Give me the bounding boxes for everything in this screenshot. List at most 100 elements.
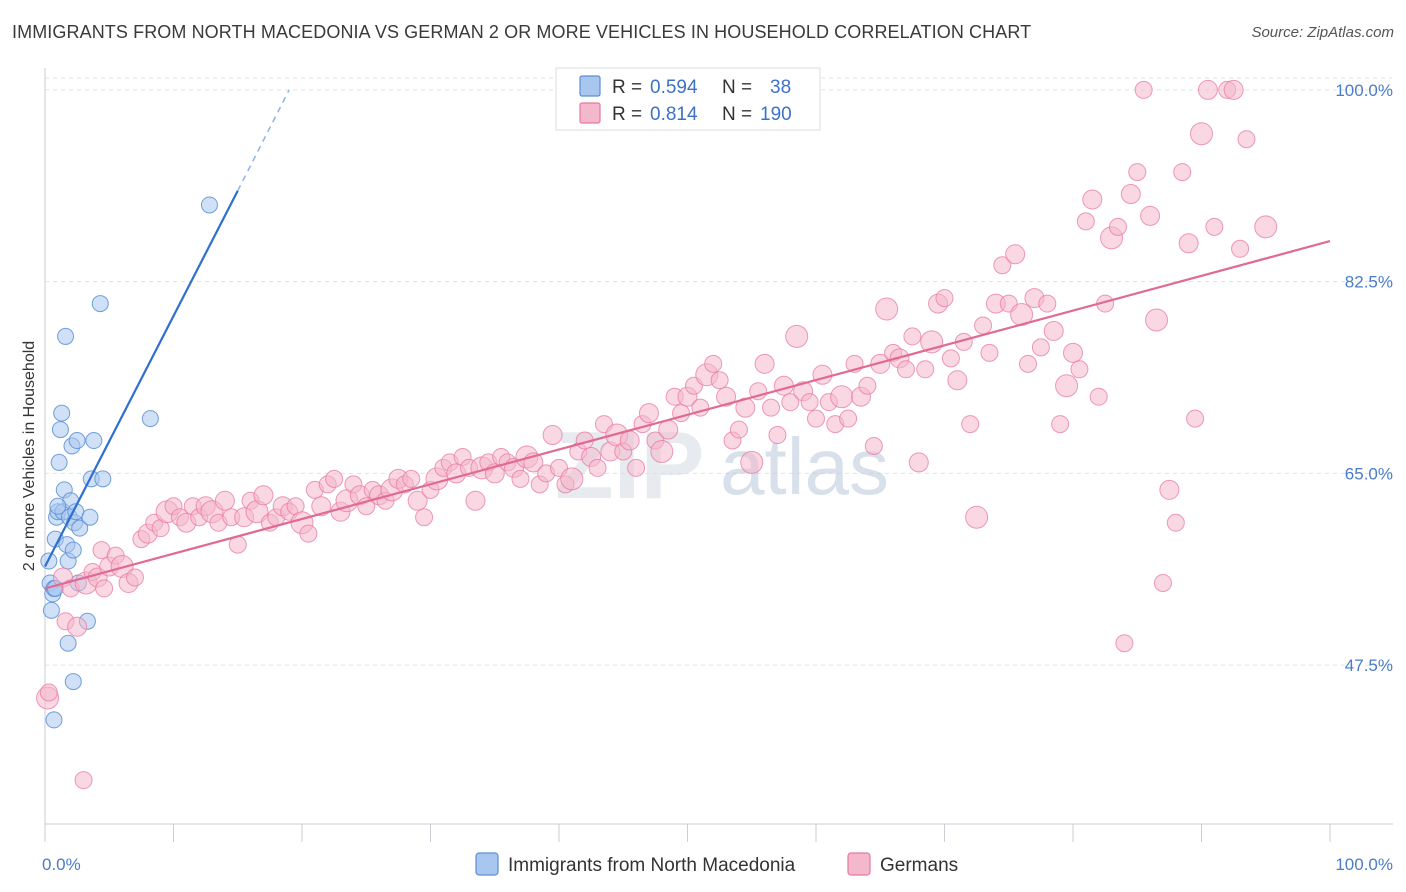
germans-point [916,360,935,379]
germans-point [214,490,235,511]
series-germans [36,79,1278,790]
x-tick-label: 0.0% [42,855,81,874]
north-macedonia-point [49,497,67,515]
germans-point [839,409,858,428]
germans-point [1231,239,1250,258]
bottom-legend-label-blue: Immigrants from North Macedonia [508,855,796,876]
north-macedonia-point [59,634,77,652]
germans-point [325,469,344,488]
germans-point [542,425,563,446]
trend-line-germans [44,240,1331,590]
germans-point [935,289,954,308]
germans-point [980,343,999,362]
legend-r-value-1: 0.594 [650,77,698,98]
y-tick-label: 100.0% [1335,81,1393,100]
germans-point [1128,163,1147,182]
legend-r-value-2: 0.814 [650,104,698,125]
y-tick-label: 47.5% [1345,656,1393,675]
germans-point [773,375,794,396]
germans-point [627,458,646,477]
stats-legend: R = 0.594 N = 38 R = 0.814 N = 190 [555,67,821,131]
x-tick-label: 100.0% [1335,855,1393,874]
germans-point [875,297,899,321]
germans-point [588,458,607,477]
germans-point [1223,79,1244,100]
germans-point [812,364,833,385]
north-macedonia-point [45,711,63,729]
germans-point [729,420,748,439]
series-legend: Immigrants from North Macedonia Germans [475,852,958,876]
germans-point [465,490,486,511]
trend-line-north-macedonia [44,190,239,568]
germans-point [1190,122,1213,146]
germans-point [864,437,883,455]
germans-point [1070,360,1089,379]
legend-n-label-1: N = [722,77,752,98]
north-macedonia-point [85,432,103,450]
legend-r-label-1: R = [612,77,642,98]
germans-point [710,371,729,390]
germans-point [1076,212,1095,231]
germans-point [402,469,421,488]
north-macedonia-point [94,470,112,488]
north-macedonia-point [53,404,71,422]
germans-point [299,524,318,543]
germans-point [800,393,819,412]
germans-point [511,469,530,488]
germans-point [638,403,659,424]
germans-point [1153,573,1172,592]
germans-point [1063,342,1083,363]
bottom-legend-swatch-blue [475,852,499,876]
germans-point [1019,354,1038,373]
germans-point [1043,320,1064,341]
germans-point [1205,217,1224,236]
germans-point [39,683,58,702]
germans-point [1173,163,1192,182]
germans-point [415,508,434,527]
north-macedonia-point [51,421,69,439]
germans-point [781,393,800,412]
germans-point [1082,189,1103,210]
germans-point [974,316,993,335]
germans-point [785,324,809,348]
germans-point [1178,233,1199,254]
north-macedonia-point [57,327,75,345]
germans-point [1134,80,1153,99]
north-macedonia-point [42,601,60,619]
germans-point [941,349,960,368]
germans-point [1089,387,1108,406]
germans-point [762,398,781,417]
north-macedonia-point [64,541,82,559]
germans-point [830,385,854,409]
germans-point [650,439,674,463]
germans-point [1115,634,1134,653]
germans-point [807,409,825,428]
trend-lines [44,89,1331,590]
germans-point [858,376,877,395]
north-macedonia-point [141,410,159,428]
germans-point [1051,415,1070,434]
germans-point [1005,244,1026,265]
tick-labels: 47.5% 65.0% 82.5% 100.0% 0.0% 100.0% [42,81,1393,874]
germans-point [1159,479,1180,500]
germans-point [908,452,929,473]
north-macedonia-point [50,453,68,471]
y-axis-label: 2 or more Vehicles in Household [21,341,38,571]
germans-point [896,360,915,379]
source-label: Source: ZipAtlas.com [1251,24,1394,41]
legend-r-label-2: R = [612,104,642,125]
north-macedonia-point [91,295,109,313]
germans-point [125,568,144,587]
germans-point [95,579,114,598]
germans-point [903,327,922,346]
legend-swatch-blue [579,75,601,97]
germans-point [560,467,584,491]
legend-n-value-1: 38 [770,77,791,98]
germans-point [1108,217,1127,236]
germans-point [716,386,737,407]
north-macedonia-point [68,432,86,450]
germans-point [1254,215,1278,239]
germans-point [768,426,787,445]
north-macedonia-point [200,196,218,214]
